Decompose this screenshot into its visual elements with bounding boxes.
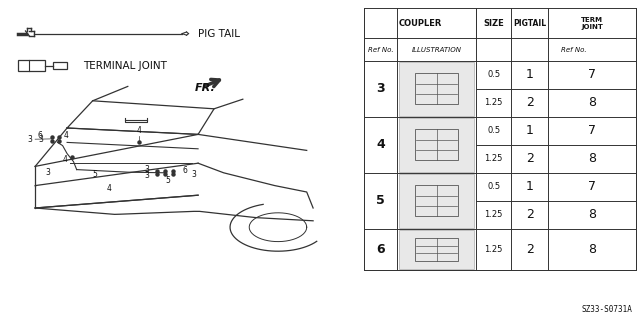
Text: 2: 2 [526,208,534,221]
Text: 5: 5 [92,170,97,179]
Bar [399,62,474,116]
Text: 2: 2 [526,243,534,256]
Text: 6: 6 [182,166,187,175]
Text: 4: 4 [62,156,67,164]
Bar [18,60,45,71]
Text: 0.5: 0.5 [487,126,500,135]
Text: 3: 3 [27,135,32,144]
Text: 0.5: 0.5 [487,182,500,191]
Text: 7: 7 [588,68,596,81]
Text: 3: 3 [45,168,50,177]
Text: 2: 2 [526,96,534,109]
Text: SIZE: SIZE [483,19,504,28]
Text: 3: 3 [144,165,149,174]
Text: 1: 1 [526,68,534,81]
Text: 4: 4 [376,138,385,151]
Bar [415,185,458,216]
Bar [415,129,458,160]
Text: FR.: FR. [195,83,215,93]
Text: Ref No.: Ref No. [560,47,587,52]
Text: 1.25: 1.25 [484,210,503,219]
Text: ILLUSTRATION: ILLUSTRATION [412,47,462,52]
Text: PIG TAIL: PIG TAIL [198,28,240,39]
Text: 0.5: 0.5 [487,70,500,79]
Text: 3: 3 [38,135,43,144]
Text: 3: 3 [376,82,385,95]
Text: 5: 5 [165,176,170,185]
Text: 4: 4 [64,132,69,140]
Bar [415,238,458,261]
Text: 8: 8 [588,243,596,256]
Text: PIGTAIL: PIGTAIL [513,19,546,28]
Text: 1.25: 1.25 [484,98,503,107]
Text: 7: 7 [588,124,596,137]
Text: COUPLER: COUPLER [399,19,442,28]
Bar [399,230,474,269]
Text: 7: 7 [588,180,596,193]
Text: 1: 1 [526,124,534,137]
Text: 6: 6 [376,243,385,256]
Bar [399,174,474,228]
Text: 3: 3 [192,170,197,179]
Text: 5: 5 [376,194,385,207]
Text: 1: 1 [526,180,534,193]
Text: 6: 6 [38,131,43,140]
Text: TERMINAL JOINT: TERMINAL JOINT [83,60,167,71]
Text: 1.25: 1.25 [484,154,503,163]
Text: SZ33-S0731A: SZ33-S0731A [581,305,633,314]
Text: 4: 4 [106,184,111,193]
Text: 8: 8 [588,152,596,165]
Text: 2: 2 [526,152,534,165]
Text: 8: 8 [588,96,596,109]
Text: 1.25: 1.25 [484,245,503,254]
Text: Ref No.: Ref No. [368,47,394,52]
Bar [53,62,67,69]
Text: TERM
JOINT: TERM JOINT [581,17,603,30]
Text: 4: 4 [137,126,142,135]
Text: 8: 8 [588,208,596,221]
Text: 3: 3 [144,171,149,180]
Bar [415,73,458,104]
Bar [399,118,474,172]
